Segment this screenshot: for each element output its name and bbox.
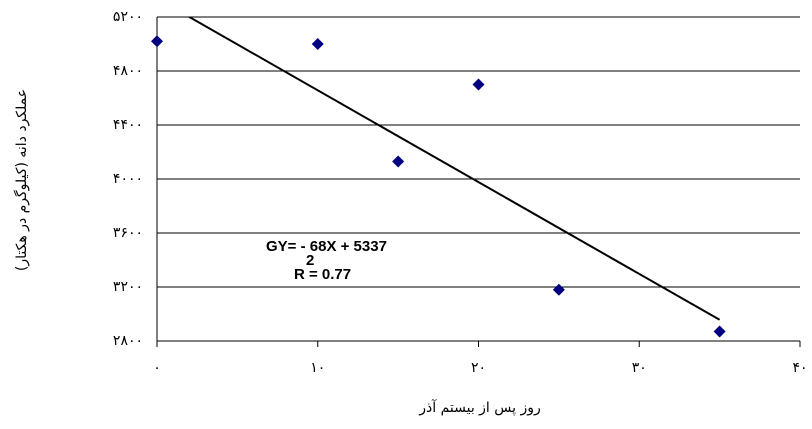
superscript: 2 [306, 252, 314, 269]
point [552, 283, 565, 296]
trend-line [187, 17, 721, 321]
y-tick-label: ۲۸۰۰ [113, 333, 143, 349]
y-tick-label: ۴۰۰۰ [113, 171, 143, 187]
y-axis-title: عملکرد دانه (کیلوگرم در هکتار) [13, 89, 30, 271]
y-tick-label: ۳۶۰۰ [113, 225, 143, 241]
equation: GY= - 68X + 5337 [266, 238, 387, 255]
x-axis-title: روز پس از بیستم آذر [418, 399, 541, 416]
r-squared: R = 0.77 [294, 266, 351, 283]
x-tick-label: ۴۰ [792, 360, 807, 376]
point [472, 78, 485, 91]
y-tick-label: ۴۸۰۰ [113, 63, 143, 79]
point [392, 155, 405, 168]
point [311, 38, 324, 50]
x-tick-label: ۳۰ [632, 360, 647, 376]
y-tick-label: ۳۲۰۰ [113, 279, 143, 295]
point [151, 35, 163, 48]
x-tick-label: ۲۰ [471, 360, 486, 376]
x-tick-label: ۱۰ [310, 360, 325, 376]
y-tick-label: ۴۴۰۰ [113, 117, 143, 133]
point [713, 325, 726, 338]
y-tick-label: ۵۲۰۰ [113, 9, 143, 25]
x-tick-label: ۰ [153, 360, 161, 376]
